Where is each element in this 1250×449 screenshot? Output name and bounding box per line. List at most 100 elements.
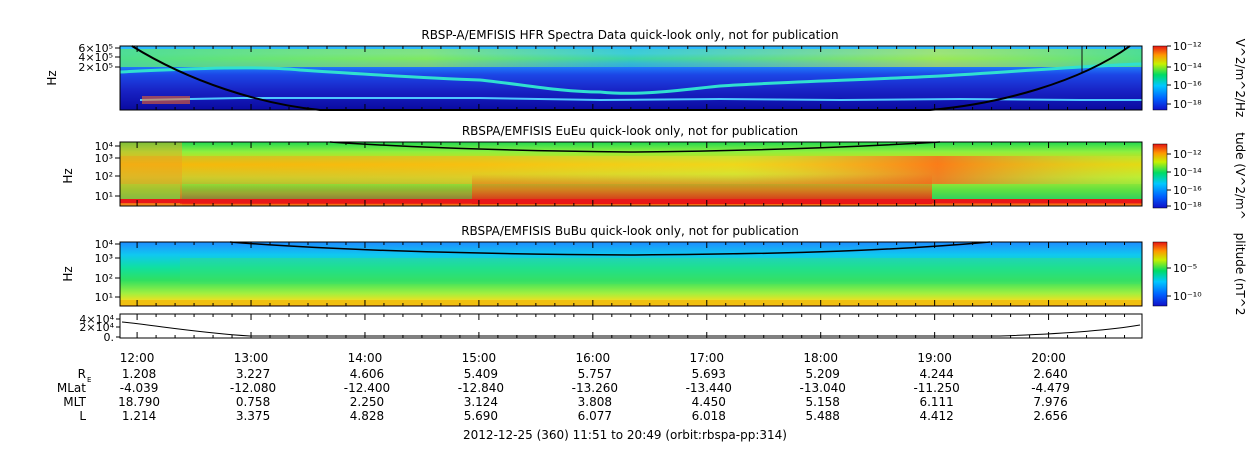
colorbar-tick-label: 10⁻¹⁸ bbox=[1173, 200, 1202, 213]
ephemeris-row-label: R bbox=[78, 367, 86, 381]
colorbar-label-bubu: plitude (nT^2 bbox=[1233, 233, 1247, 316]
ephemeris-value: 7.976 bbox=[1033, 395, 1067, 409]
colorbar-tick-label: 10⁻¹² bbox=[1173, 40, 1202, 53]
ephemeris-value: 4.412 bbox=[919, 409, 953, 423]
eueu-panel bbox=[119, 141, 1143, 207]
line-panel-frame bbox=[119, 313, 1143, 339]
hfr-upper-band bbox=[120, 49, 1142, 67]
x-tick-label: 17:00 bbox=[689, 351, 724, 365]
line-panel-curve bbox=[121, 321, 1141, 337]
ylabel-eueu: Hz bbox=[61, 168, 75, 183]
ylabel-hfr: Hz bbox=[45, 70, 59, 85]
ephemeris-value: -4.039 bbox=[120, 381, 159, 395]
colorbar-hfr bbox=[1152, 45, 1168, 111]
ephemeris-row-sublabel: E bbox=[87, 376, 91, 384]
ephemeris-value: 3.227 bbox=[236, 367, 270, 381]
line-panel bbox=[119, 313, 1143, 339]
colorbar-eueu bbox=[1152, 143, 1168, 209]
y-tick-label: 6×10⁵ bbox=[78, 42, 113, 55]
colorbar-tick-label: 10⁻¹² bbox=[1173, 148, 1202, 161]
colorbar-bubu bbox=[1152, 241, 1168, 307]
ephemeris-value: -11.250 bbox=[913, 381, 959, 395]
x-tick-label: 13:00 bbox=[234, 351, 269, 365]
hfr-orange-left bbox=[142, 96, 190, 104]
ephemeris-value: 6.077 bbox=[578, 409, 612, 423]
eueu-red-activity-left bbox=[180, 182, 472, 204]
ephemeris-value: -12.080 bbox=[230, 381, 276, 395]
x-tick-label: 15:00 bbox=[462, 351, 497, 365]
y-tick-label: 10² bbox=[95, 170, 113, 183]
eueu-low-freq-line bbox=[120, 199, 1142, 203]
y-tick-label: 10³ bbox=[95, 252, 113, 265]
ephemeris-value: 5.158 bbox=[806, 395, 840, 409]
eueu-left-burst bbox=[120, 142, 182, 206]
x-tick-label: 19:00 bbox=[917, 351, 952, 365]
line-panel-tick-label: 4×10⁴ bbox=[79, 313, 114, 326]
x-tick-label: 12:00 bbox=[120, 351, 155, 365]
bubu-panel bbox=[119, 241, 1143, 307]
ephemeris-row-label: L bbox=[79, 409, 86, 423]
ephemeris-value: 4.828 bbox=[350, 409, 384, 423]
y-tick-label: 10² bbox=[95, 272, 113, 285]
colorbar-tick-label: 10⁻¹⁰ bbox=[1173, 290, 1202, 303]
colorbar-label-hfr: V^2/m^2/Hz bbox=[1233, 39, 1247, 118]
ephemeris-value: 5.488 bbox=[806, 409, 840, 423]
y-tick-label: 10⁴ bbox=[95, 140, 114, 153]
ephemeris-value: -13.440 bbox=[686, 381, 732, 395]
ephemeris-row-label: MLat bbox=[57, 381, 86, 395]
colorbar-tick-label: 10⁻¹⁶ bbox=[1173, 79, 1202, 92]
ephemeris-value: 5.693 bbox=[692, 367, 726, 381]
ephemeris-value: -12.840 bbox=[458, 381, 504, 395]
ephemeris-value: 18.790 bbox=[118, 395, 160, 409]
axis-ticks-and-labels: 6×10⁵4×10⁵2×10⁵10⁻¹²10⁻¹⁴10⁻¹⁶10⁻¹⁸10⁴10… bbox=[57, 40, 1202, 423]
panel-title-bubu: RBSPA/EMFISIS BuBu quick-look only, not … bbox=[461, 224, 799, 238]
eueu-orbit-curve bbox=[329, 141, 941, 153]
ephemeris-value: 3.808 bbox=[578, 395, 612, 409]
panel-title-eueu: RBSPA/EMFISIS EuEu quick-look only, not … bbox=[462, 124, 798, 138]
line-panel-tick-label: 0. bbox=[104, 331, 115, 344]
ephemeris-value: 4.450 bbox=[692, 395, 726, 409]
x-tick-label: 18:00 bbox=[803, 351, 838, 365]
ephemeris-row-label: MLT bbox=[63, 395, 86, 409]
colorbar-tick-label: 10⁻¹⁴ bbox=[1173, 166, 1202, 179]
ephemeris-value: 1.208 bbox=[122, 367, 156, 381]
ephemeris-value: 5.757 bbox=[578, 367, 612, 381]
y-tick-label: 10³ bbox=[95, 152, 113, 165]
bubu-green-band bbox=[180, 258, 1140, 284]
colorbar-tick-label: 10⁻¹⁸ bbox=[1173, 98, 1202, 111]
ephemeris-value: 0.758 bbox=[236, 395, 270, 409]
y-tick-label: 10¹ bbox=[95, 291, 113, 304]
y-tick-label: 4×10⁵ bbox=[78, 51, 113, 64]
colorbar-label-eueu: tude (V^2/m^ bbox=[1233, 132, 1247, 220]
ephemeris-value: -13.040 bbox=[800, 381, 846, 395]
ephemeris-value: 4.244 bbox=[919, 367, 953, 381]
colorbar-tick-label: 10⁻⁵ bbox=[1173, 262, 1197, 275]
x-tick-label: 20:00 bbox=[1031, 351, 1066, 365]
line-panel-tick-label: 2×10⁴ bbox=[79, 321, 114, 334]
bubu-spectrogram bbox=[120, 242, 1142, 306]
hfr-lower-band bbox=[139, 97, 1142, 102]
ephemeris-value: -4.479 bbox=[1031, 381, 1070, 395]
x-tick-label: 16:00 bbox=[576, 351, 611, 365]
x-tick-label: 14:00 bbox=[348, 351, 383, 365]
y-tick-label: 2×10⁵ bbox=[78, 61, 113, 74]
bubu-orbit-curve bbox=[229, 241, 991, 256]
ephemeris-value: 5.409 bbox=[464, 367, 498, 381]
ephemeris-value: -12.400 bbox=[344, 381, 390, 395]
panel-title-hfr: RBSP-A/EMFISIS HFR Spectra Data quick-lo… bbox=[421, 28, 838, 42]
ephemeris-value: 5.209 bbox=[806, 367, 840, 381]
colorbar-tick-label: 10⁻¹⁴ bbox=[1173, 61, 1202, 74]
ephemeris-value: 4.606 bbox=[350, 367, 384, 381]
ephemeris-value: 5.690 bbox=[464, 409, 498, 423]
ephemeris-value: -13.260 bbox=[572, 381, 618, 395]
colorbar-tick-label: 10⁻¹⁶ bbox=[1173, 184, 1202, 197]
ephemeris-value: 3.375 bbox=[236, 409, 270, 423]
hfr-upper-hybrid-line bbox=[119, 62, 1143, 95]
bubu-low-freq-line bbox=[120, 300, 1142, 305]
ephemeris-value: 2.656 bbox=[1033, 409, 1067, 423]
ephemeris-value: 1.214 bbox=[122, 409, 156, 423]
y-tick-label: 10¹ bbox=[95, 190, 113, 203]
ephemeris-value: 6.111 bbox=[919, 395, 953, 409]
ephemeris-value: 6.018 bbox=[692, 409, 726, 423]
